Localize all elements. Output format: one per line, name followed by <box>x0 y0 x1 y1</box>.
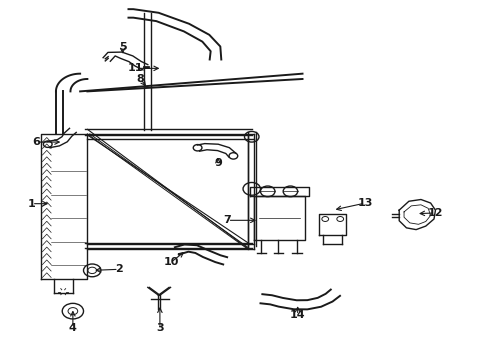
Text: 4: 4 <box>69 323 77 333</box>
Text: 14: 14 <box>289 310 305 320</box>
Text: 8: 8 <box>137 74 144 84</box>
Text: 13: 13 <box>357 198 372 208</box>
Text: 2: 2 <box>115 264 122 274</box>
Text: 10: 10 <box>163 257 178 267</box>
Text: 7: 7 <box>223 215 231 225</box>
Text: 5: 5 <box>119 42 126 52</box>
Text: 3: 3 <box>156 323 163 333</box>
Text: 9: 9 <box>214 158 222 168</box>
Text: 1: 1 <box>28 199 36 209</box>
Text: 6: 6 <box>33 137 41 147</box>
Text: 12: 12 <box>427 208 442 218</box>
Text: 11: 11 <box>128 63 143 73</box>
